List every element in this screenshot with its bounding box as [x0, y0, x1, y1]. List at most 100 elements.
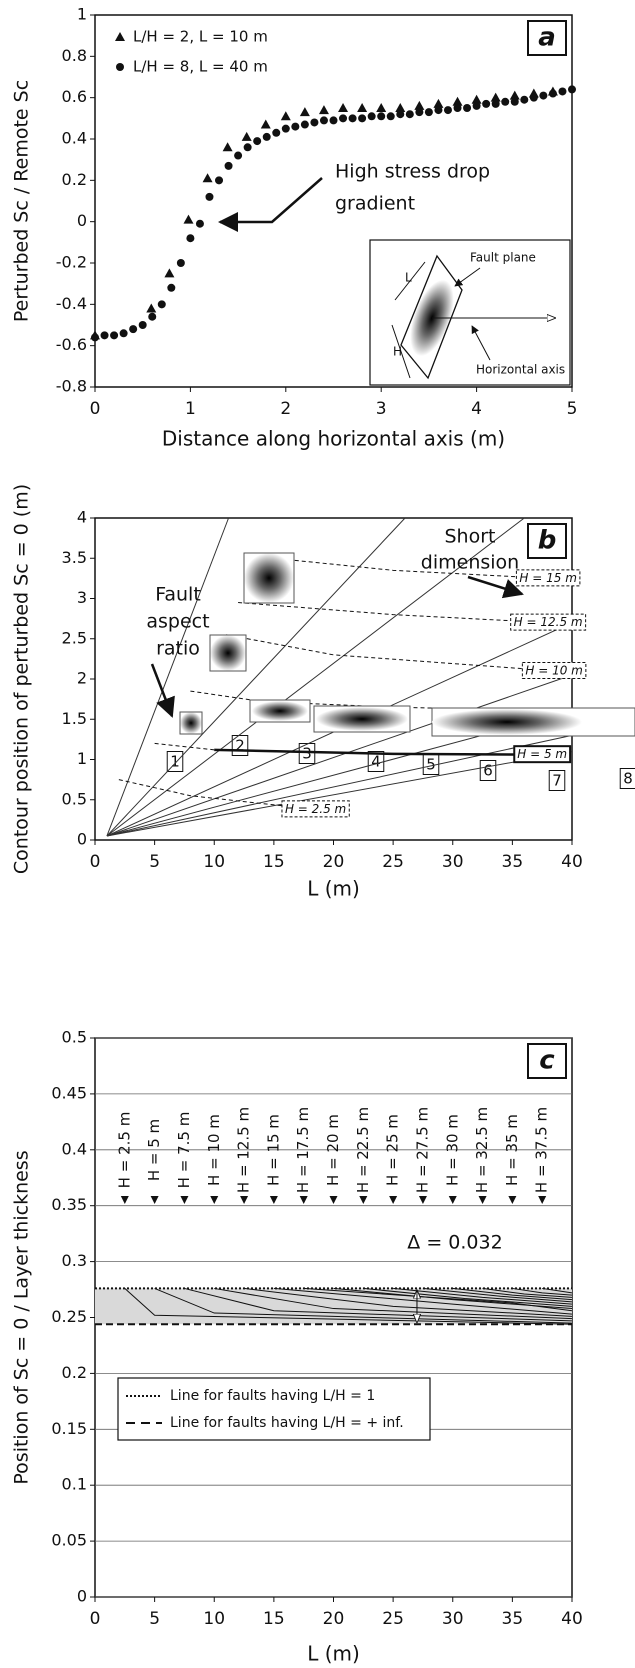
annotation-b: Short dimension Fault aspect ratio [146, 526, 635, 737]
fault-plane [400, 254, 463, 380]
y-tick-label: -0.8 [56, 377, 87, 396]
marker [376, 103, 387, 112]
fault-icon [243, 552, 295, 604]
annotation-a: High stress drop gradient Fault plane Ho… [218, 161, 571, 386]
marker [243, 143, 252, 152]
marker [443, 106, 452, 115]
y-tick-label: 2 [77, 669, 87, 688]
marker [386, 112, 395, 121]
x-tick-label: 40 [561, 1609, 583, 1629]
marker [91, 333, 99, 342]
marker [348, 114, 357, 123]
marker [367, 112, 376, 121]
curve [184, 1287, 573, 1322]
plot-frame [94, 517, 573, 841]
x-tick-label: 30 [442, 1609, 464, 1629]
arrow [454, 267, 481, 287]
contour-label-box [281, 800, 350, 818]
annotation: Fault [155, 584, 201, 606]
legend-box [117, 1377, 431, 1441]
marker [453, 104, 462, 112]
x-tick-label: 25 [382, 1609, 404, 1629]
curve-label: H = 15 m [264, 1114, 282, 1186]
marker [568, 85, 576, 94]
marker [205, 192, 214, 201]
legend-label: L/H = 8, L = 40 m [133, 58, 268, 76]
curve-arrow [418, 1196, 427, 1204]
curve [512, 1287, 573, 1296]
x-axis-title: L (m) [307, 877, 360, 901]
annotation-c: Δ = 0.032 [407, 1232, 502, 1254]
legend-label: L/H = 2, L = 10 m [133, 28, 268, 46]
marker [253, 137, 262, 146]
contour-line [226, 634, 555, 672]
marker [299, 107, 310, 117]
y-tick-label: 0.3 [62, 1251, 87, 1270]
curve-label: H = 22.5 m [354, 1107, 372, 1193]
x-tick-label: 35 [502, 1609, 524, 1629]
contour-line [273, 557, 549, 579]
legend-marker [115, 32, 125, 41]
y-tick-label: -0.2 [56, 253, 87, 272]
curve-arrow [508, 1196, 517, 1204]
marker [377, 112, 386, 121]
marker [224, 161, 233, 170]
x-tick-label: 4 [471, 399, 482, 419]
marker [215, 176, 224, 185]
marker [482, 99, 491, 108]
aspect-label: 7 [552, 772, 562, 790]
fault-icon [179, 711, 203, 735]
panel-label: a [538, 23, 556, 53]
aspect-label-box [166, 751, 184, 772]
marker [529, 93, 538, 102]
annotation: Δ = 0.032 [407, 1232, 502, 1254]
curve [303, 1287, 573, 1312]
y-tick-label: 3 [77, 588, 87, 607]
curve [273, 1287, 573, 1315]
y-tick-label: 0 [77, 1587, 87, 1606]
marker [222, 142, 233, 152]
y-tick-label: 0.2 [62, 1363, 87, 1382]
curve-arrow [210, 1196, 219, 1204]
fault-blob [432, 709, 582, 735]
marker [395, 103, 406, 112]
contour-label: H = 10 m [525, 663, 582, 677]
marker [520, 95, 529, 104]
y-tick-label: 4 [77, 508, 87, 527]
curve [482, 1287, 573, 1298]
arrow [218, 177, 323, 232]
curve-label: H = 5 m [145, 1119, 163, 1181]
curve-label: H = 25 m [384, 1114, 402, 1186]
marker [146, 303, 157, 313]
y-tick-label: 0.8 [62, 46, 87, 65]
panel-label: b [538, 526, 557, 556]
curve-label: H = 10 m [205, 1114, 223, 1186]
x-tick-label: 40 [561, 852, 583, 872]
x-tick-label: 20 [323, 1609, 345, 1629]
marker [234, 151, 243, 160]
curve [124, 1288, 573, 1325]
aspect-label-box [548, 770, 566, 791]
marker [548, 89, 557, 98]
aspect-label-box [479, 760, 497, 781]
x-tick-label: 15 [263, 852, 285, 872]
inset-label: Fault plane [470, 251, 536, 265]
curve-arrow [240, 1196, 249, 1204]
contour-line [214, 748, 543, 756]
curve [422, 1287, 573, 1303]
contour-label-box [513, 745, 572, 764]
x-tick-label: 1 [185, 399, 196, 419]
marker [509, 90, 520, 100]
curve-arrow [389, 1196, 398, 1204]
x-tick-label: 15 [263, 1609, 285, 1629]
y-tick-label: 0.05 [51, 1531, 87, 1550]
marker [463, 104, 472, 112]
x-tick-label: 10 [203, 1609, 225, 1629]
marker [472, 101, 481, 110]
marker [434, 106, 443, 115]
marker [490, 92, 501, 102]
x-tick-label: 0 [90, 852, 101, 872]
marker [167, 283, 176, 292]
x-tick-label: 0 [90, 399, 101, 419]
